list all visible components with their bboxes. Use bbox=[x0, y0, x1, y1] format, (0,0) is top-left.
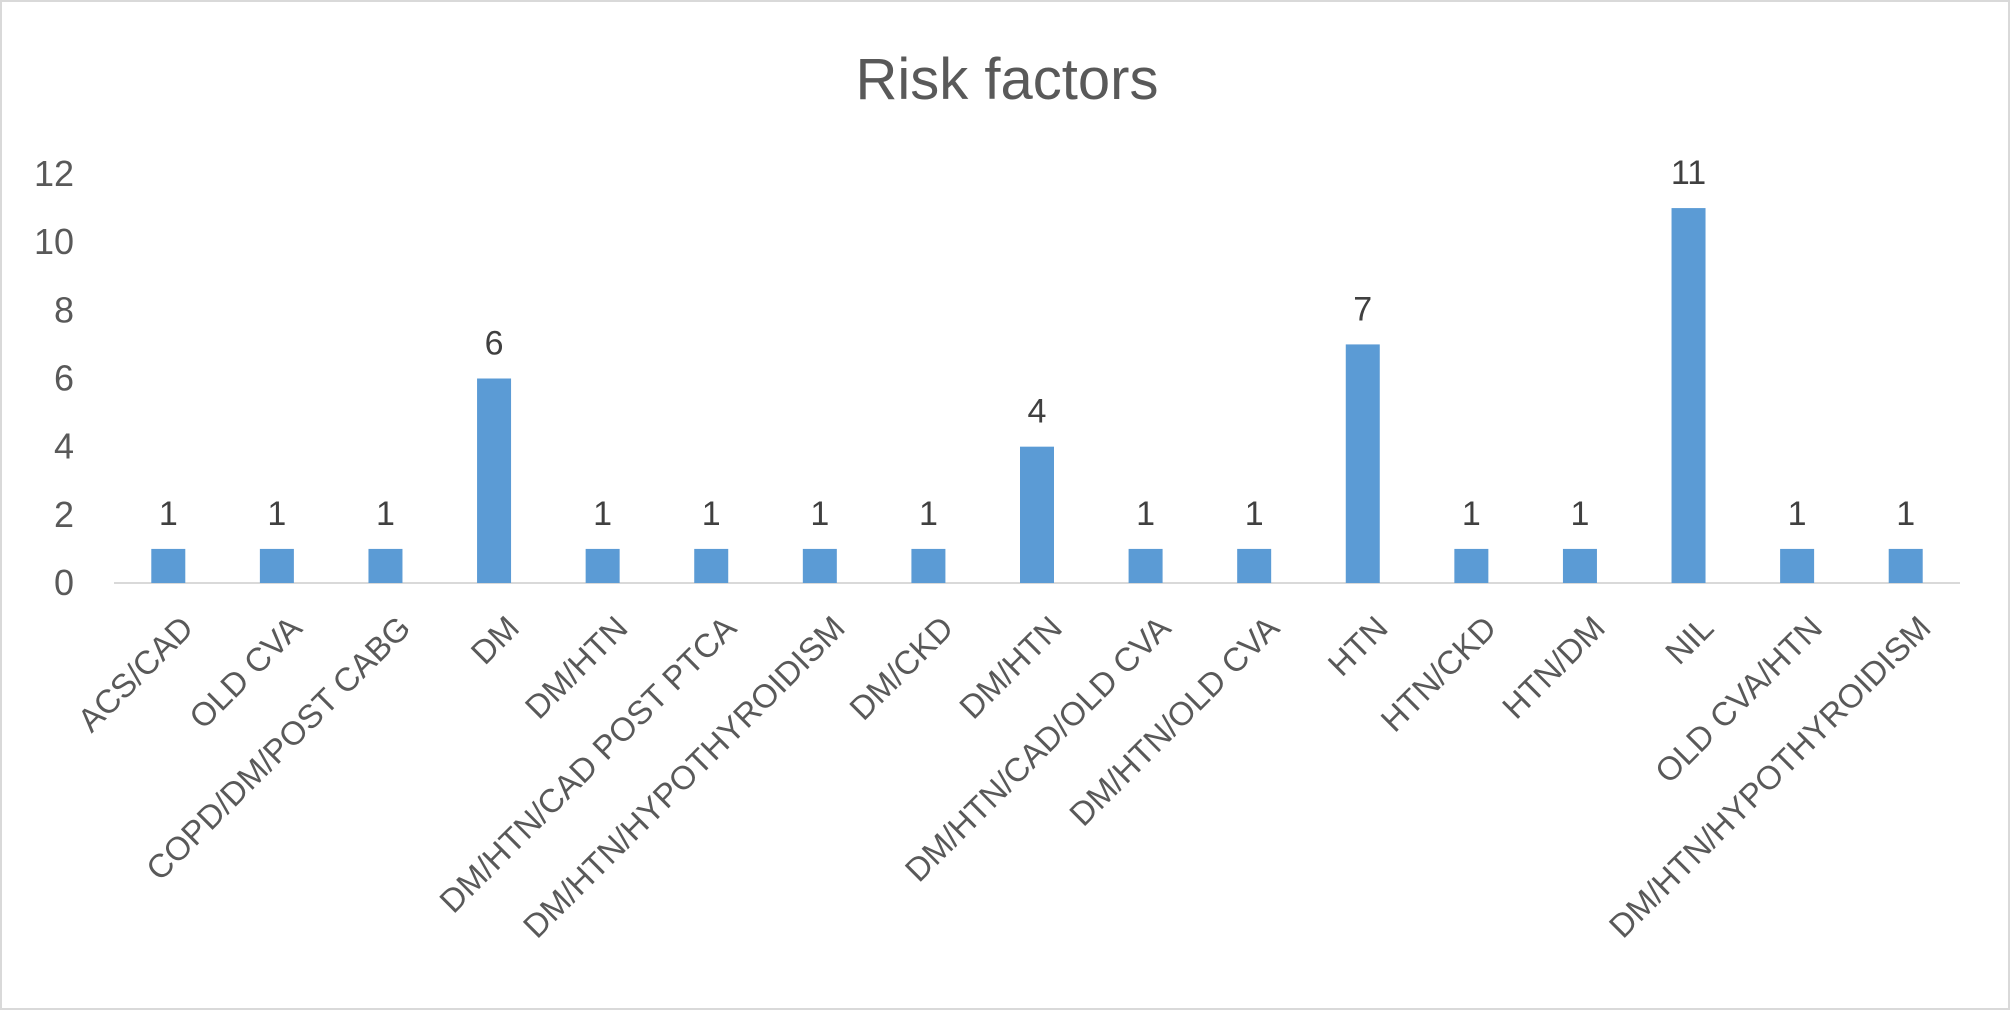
data-label: 1 bbox=[159, 495, 178, 533]
bar bbox=[259, 548, 294, 583]
y-tick-label: 10 bbox=[34, 221, 74, 262]
data-label: 1 bbox=[1136, 495, 1155, 533]
data-label: 7 bbox=[1353, 290, 1372, 328]
data-label: 1 bbox=[1788, 495, 1807, 533]
data-label: 1 bbox=[267, 495, 286, 533]
bar bbox=[1128, 548, 1163, 583]
category-label: ACS/CAD bbox=[70, 609, 200, 739]
category-label: NIL bbox=[1658, 609, 1720, 671]
bar bbox=[1671, 208, 1706, 584]
data-label: 1 bbox=[376, 495, 395, 533]
data-label: 1 bbox=[919, 495, 938, 533]
bar bbox=[585, 548, 620, 583]
data-label: 11 bbox=[1671, 154, 1706, 192]
data-label: 1 bbox=[593, 495, 612, 533]
y-tick-label: 4 bbox=[54, 426, 74, 467]
bar bbox=[368, 548, 403, 583]
category-label: DM/CKD bbox=[842, 609, 960, 727]
y-tick-label: 2 bbox=[54, 494, 74, 535]
data-label: 1 bbox=[1896, 495, 1915, 533]
y-tick-label: 8 bbox=[54, 289, 74, 330]
y-tick-label: 0 bbox=[54, 562, 74, 603]
data-label: 1 bbox=[810, 495, 829, 533]
bar bbox=[1454, 548, 1489, 583]
data-label: 1 bbox=[1462, 495, 1481, 533]
y-tick-label: 12 bbox=[34, 153, 74, 194]
data-label: 1 bbox=[1245, 495, 1264, 533]
y-axis-tick-labels: 0 2 4 6 8 10 12 bbox=[34, 153, 74, 603]
data-label: 6 bbox=[485, 325, 504, 363]
data-label: 4 bbox=[1028, 393, 1047, 431]
data-label: 1 bbox=[1570, 495, 1589, 533]
bar bbox=[1237, 548, 1272, 583]
bar bbox=[1020, 446, 1054, 583]
y-tick-label: 6 bbox=[54, 358, 74, 399]
category-label: HTN bbox=[1321, 609, 1395, 683]
bar bbox=[1780, 548, 1815, 583]
chart-title: Risk factors bbox=[856, 47, 1159, 112]
bar bbox=[477, 378, 512, 583]
category-label: HTN/DM bbox=[1495, 609, 1612, 726]
category-label: HTN/CKD bbox=[1373, 609, 1503, 739]
bar bbox=[911, 548, 946, 583]
data-label: 1 bbox=[702, 495, 721, 533]
category-label: DM/HTN/OLD CVA bbox=[1062, 609, 1286, 833]
bars-group bbox=[151, 208, 1923, 584]
bar bbox=[1562, 548, 1597, 583]
category-label: DM bbox=[464, 609, 526, 671]
bar bbox=[151, 548, 186, 583]
bar bbox=[802, 548, 837, 583]
bar bbox=[1345, 344, 1380, 583]
bar bbox=[1888, 548, 1923, 583]
bar bbox=[694, 548, 729, 583]
